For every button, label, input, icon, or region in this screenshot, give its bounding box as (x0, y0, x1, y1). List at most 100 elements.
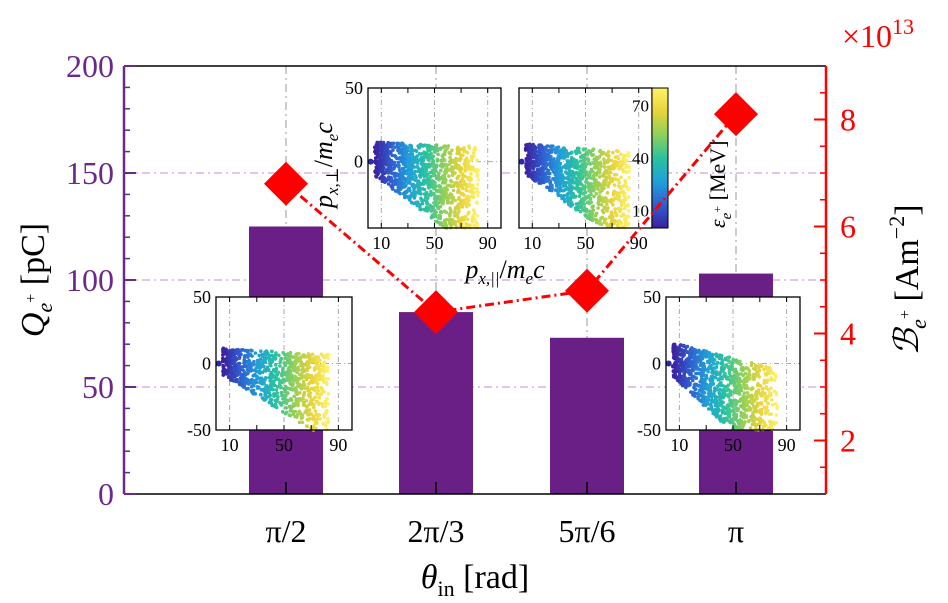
inset-point (269, 363, 273, 368)
inset-point (611, 176, 616, 181)
inset-point (713, 409, 718, 414)
inset-point (567, 165, 572, 169)
inset-point (453, 220, 457, 224)
inset-point (263, 357, 268, 361)
inset-point (457, 163, 461, 168)
inset-point (424, 205, 429, 209)
inset-point (742, 391, 747, 395)
inset-point (763, 371, 768, 376)
inset-point (429, 189, 433, 194)
inset-point (759, 407, 764, 412)
inset-point (281, 350, 285, 355)
inset-point (562, 164, 566, 169)
inset-point (711, 358, 715, 362)
inset-point (437, 194, 441, 199)
inset-point (408, 143, 412, 148)
inset-point (268, 393, 272, 398)
x-axis-title: θin [rad] (421, 559, 529, 601)
inset-point (226, 372, 230, 376)
inset-point (732, 410, 736, 414)
inset-point (769, 423, 773, 427)
inset-xlabel-m: m (507, 255, 526, 284)
inset-ytick-label: 50 (193, 287, 211, 307)
inset-point (404, 194, 409, 199)
inset-point (691, 363, 696, 368)
inset-point (772, 389, 777, 394)
inset-point (693, 387, 697, 392)
left-axis-title-main: Q (15, 313, 52, 338)
inset-point (396, 185, 401, 190)
inset-point (321, 376, 325, 381)
inset-point (323, 404, 328, 408)
inset-point (591, 173, 596, 178)
inset-point (774, 421, 779, 425)
inset-ytick-label: 0 (652, 354, 661, 374)
inset-point (724, 418, 729, 422)
inset-point (446, 168, 451, 172)
inset-point (749, 363, 754, 368)
inset-point (750, 422, 755, 427)
inset-point (627, 175, 631, 180)
inset-point (720, 394, 725, 399)
inset-point (306, 361, 311, 366)
inset-xtick-label: 90 (329, 435, 347, 455)
inset-point (688, 355, 692, 360)
inset-point (596, 156, 600, 161)
inset-point (582, 187, 587, 192)
inset-xlabel: px,||/mec (463, 255, 545, 288)
inset-point (744, 399, 748, 403)
inset-point (296, 365, 300, 370)
inset-point (424, 172, 428, 177)
inset-point (608, 170, 613, 175)
inset-point (263, 350, 267, 355)
inset-point (284, 406, 288, 410)
inset-point (523, 146, 528, 151)
right-axis-title-main: ℬ (889, 327, 926, 356)
inset-point (751, 411, 755, 415)
inset-point (255, 358, 260, 363)
inset-point (565, 152, 569, 157)
inset-point (297, 352, 301, 356)
inset-point (612, 183, 617, 187)
inset-point (393, 174, 397, 178)
inset-point (265, 365, 270, 370)
inset-point (709, 374, 714, 379)
inset-point (677, 373, 682, 378)
inset-point (699, 354, 704, 359)
inset-point (715, 360, 720, 365)
inset-point (235, 373, 240, 377)
inset-point (313, 355, 318, 359)
inset-point (578, 175, 583, 179)
inset-point (278, 379, 283, 383)
inset-point (594, 217, 599, 222)
inset-point (475, 182, 480, 187)
inset-point (281, 377, 286, 382)
inset-point (758, 363, 763, 367)
inset-point (409, 200, 414, 205)
inset-point (754, 417, 759, 421)
inset-point (587, 214, 591, 218)
inset-point (447, 174, 451, 178)
inset-point (386, 140, 391, 145)
inset-point (271, 367, 276, 372)
inset-point (299, 355, 304, 359)
inset-point (228, 358, 233, 363)
inset-point (466, 159, 471, 164)
inset-point (709, 399, 714, 404)
inset-point (743, 366, 748, 371)
inset-point (766, 401, 771, 406)
inset-point (399, 147, 404, 152)
inset-point (387, 162, 392, 167)
inset-point (588, 170, 592, 174)
inset-point (307, 412, 311, 416)
inset-point (290, 377, 294, 382)
inset-point (246, 382, 251, 386)
inset-point (474, 200, 479, 205)
inset-point (713, 402, 718, 406)
inset-point (684, 363, 689, 368)
inset-point (739, 404, 744, 409)
inset-point (756, 382, 760, 386)
inset-xtick-label: 90 (479, 233, 497, 253)
inset-point (434, 219, 439, 224)
inset-point (762, 378, 767, 383)
